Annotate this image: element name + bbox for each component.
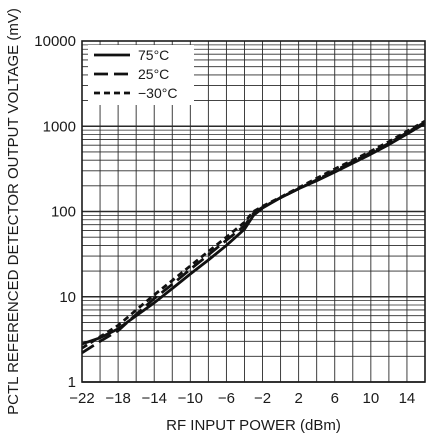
- y-axis-label: PCTL REFERENCED DETECTOR OUTPUT VOLTAGE …: [5, 8, 22, 415]
- x-tick-label: 2: [294, 390, 302, 407]
- y-tick-labels: 1 10 100 1000 10000: [34, 33, 76, 391]
- x-tick-label: −14: [141, 390, 166, 407]
- series-layer: [81, 119, 426, 354]
- y-tick-label: 1: [68, 374, 76, 391]
- x-axis-label: RF INPUT POWER (dBm): [166, 417, 341, 434]
- x-tick-label: −22: [69, 390, 94, 407]
- x-tick-label: 14: [399, 390, 416, 407]
- y-tick-label: 10000: [34, 33, 76, 50]
- x-tick-label: −2: [254, 390, 271, 407]
- x-tick-labels: −22 −18 −14 −10 −6 −2 2 6 10 14: [69, 390, 415, 407]
- legend-label-2: 25°C: [138, 66, 169, 82]
- x-tick-label: −18: [105, 390, 130, 407]
- x-tick-label: −6: [218, 390, 235, 407]
- x-tick-label: −10: [178, 390, 203, 407]
- x-tick-label: 10: [362, 390, 379, 407]
- x-tick-label: 6: [331, 390, 339, 407]
- y-tick-label: 10: [59, 289, 76, 306]
- legend-label-3: −30°C: [138, 85, 177, 101]
- plot-frame: [81, 40, 426, 383]
- series-line-3: [81, 119, 426, 350]
- legend-label-1: 75°C: [138, 47, 169, 63]
- legend: 75°C 25°C −30°C: [88, 45, 194, 105]
- y-tick-label: 1000: [43, 118, 76, 135]
- y-tick-label: 100: [51, 204, 76, 221]
